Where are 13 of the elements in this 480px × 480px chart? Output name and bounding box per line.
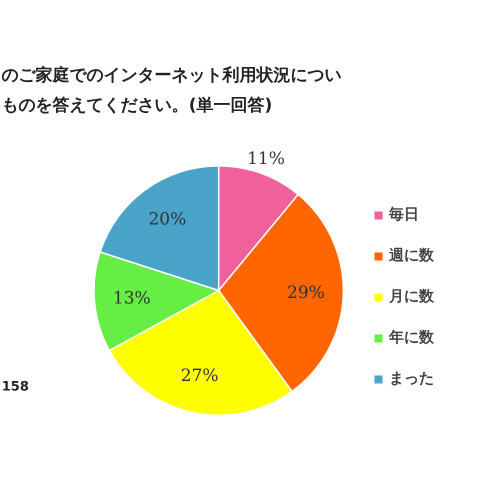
legend-label: 月に数	[389, 287, 434, 306]
data-label: 13%	[112, 288, 151, 309]
chart-subtitle: ものを答えてください。(単一回答)	[2, 96, 272, 116]
data-label: 20%	[148, 210, 186, 230]
legend-label: まった	[389, 369, 434, 388]
legend-label: 毎日	[389, 205, 419, 224]
data-label: 29%	[287, 283, 325, 304]
text: 158	[2, 380, 29, 394]
data-label: 27%	[180, 366, 219, 386]
chart-title: のご家庭でのインターネット利用状況につい	[2, 66, 342, 86]
legend-label: 年に数	[389, 328, 434, 347]
legend-label: 週に数	[389, 246, 434, 265]
data-label: 11%	[247, 148, 285, 169]
